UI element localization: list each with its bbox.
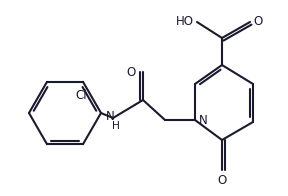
Text: H: H (112, 121, 120, 131)
Text: N: N (106, 110, 115, 122)
Text: N: N (199, 113, 208, 126)
Text: Cl: Cl (75, 89, 87, 102)
Text: HO: HO (176, 15, 194, 27)
Text: O: O (126, 65, 136, 79)
Text: O: O (253, 15, 262, 27)
Text: O: O (217, 173, 227, 187)
